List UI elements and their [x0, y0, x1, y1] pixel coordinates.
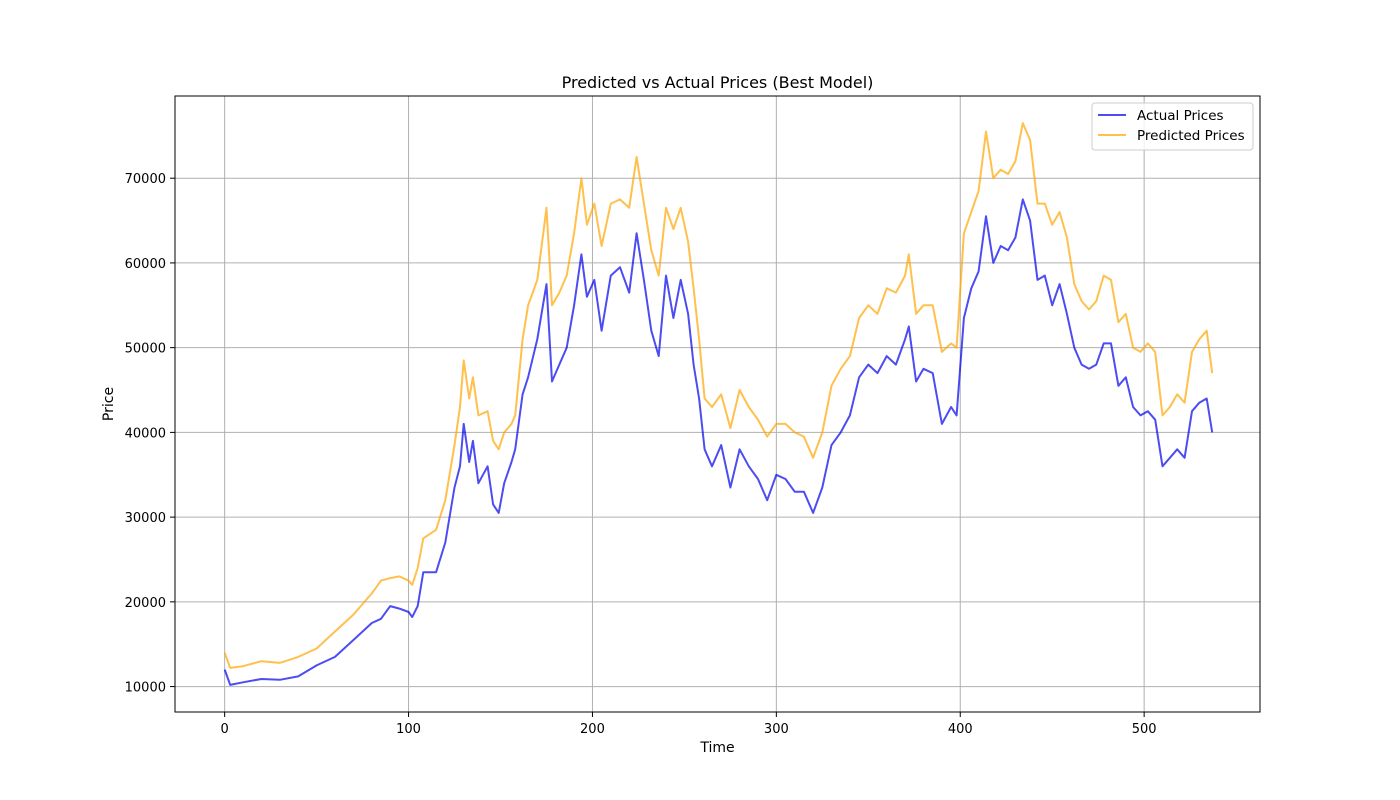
x-tick-label: 0 — [221, 722, 229, 737]
series-layer — [223, 122, 1214, 686]
grid — [175, 96, 1260, 712]
x-tick-label: 100 — [396, 722, 421, 737]
chart-title: Predicted vs Actual Prices (Best Model) — [562, 73, 874, 92]
x-tick-label: 300 — [764, 722, 789, 737]
legend-box — [1091, 102, 1254, 151]
legend: Actual Prices Predicted Prices — [1091, 102, 1254, 151]
series-line-predicted-prices — [223, 122, 1214, 669]
x-axis-label: Time — [699, 740, 734, 756]
y-tick-label: 10000 — [125, 681, 166, 696]
y-axis-label: Price — [101, 387, 117, 421]
legend-label-actual-prices: Actual Prices — [1137, 108, 1224, 124]
plot-frame — [174, 95, 1261, 713]
x-axis-ticks: 0 100 200 300 400 500 — [221, 712, 1157, 737]
x-tick-label: 500 — [1132, 722, 1157, 737]
y-tick-label: 60000 — [125, 257, 166, 272]
y-tick-label: 50000 — [125, 342, 166, 357]
series-line-actual-prices — [223, 198, 1214, 686]
y-axis-ticks: 10000 20000 30000 40000 50000 60000 70000 — [125, 172, 175, 696]
y-tick-label: 30000 — [125, 511, 166, 526]
y-tick-label: 70000 — [125, 172, 166, 187]
legend-label-predicted-prices: Predicted Prices — [1137, 128, 1245, 144]
y-tick-label: 20000 — [125, 596, 166, 611]
x-tick-label: 400 — [948, 722, 973, 737]
y-tick-label: 40000 — [125, 426, 166, 441]
x-tick-label: 200 — [580, 722, 605, 737]
